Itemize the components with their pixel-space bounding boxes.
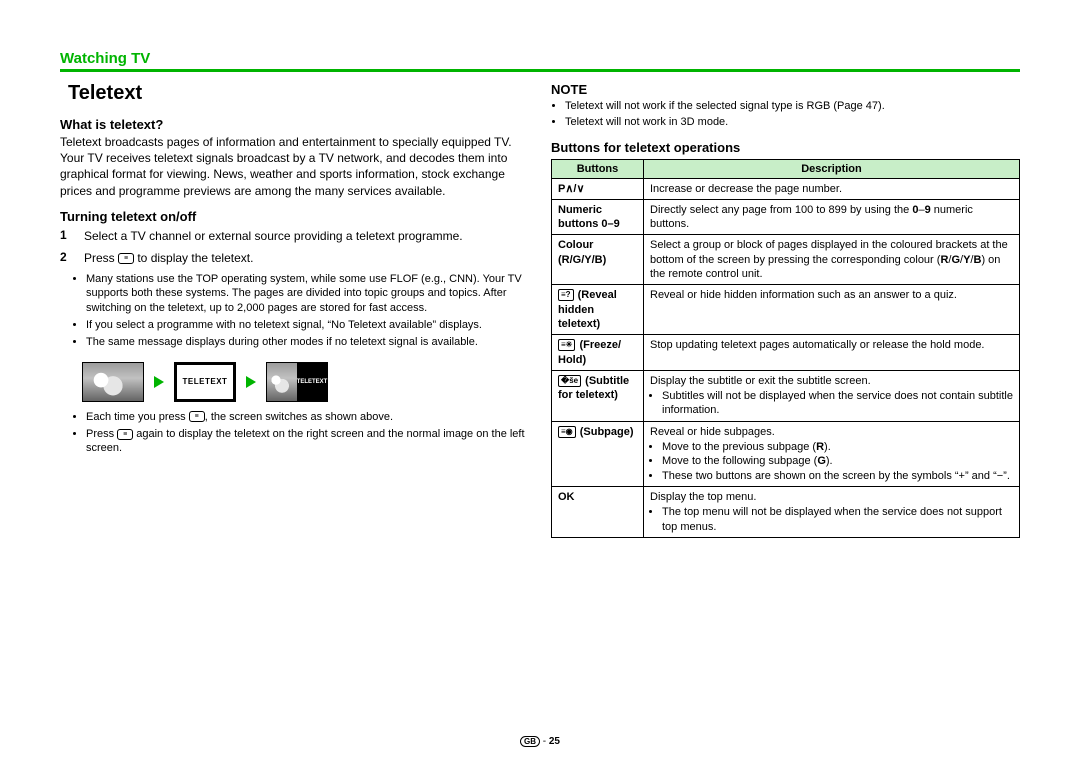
note-bullet: Teletext will not work if the selected s… xyxy=(565,99,1020,113)
tv-normal xyxy=(82,362,144,402)
button-label: OK xyxy=(552,486,644,537)
button-label: ≡? (Reveal hidden teletext) xyxy=(552,285,644,335)
page-number: 25 xyxy=(549,736,560,747)
teletext-label: TELETEXT xyxy=(297,363,327,401)
table-row: Numeric buttons 0–9 Directly select any … xyxy=(552,199,1020,235)
columns: Teletext What is teletext? Teletext broa… xyxy=(60,82,1020,538)
button-desc: Reveal or hide hidden information such a… xyxy=(644,285,1020,335)
th-buttons: Buttons xyxy=(552,159,644,178)
what-heading: What is teletext? xyxy=(60,117,529,132)
table-row: ≡✳ (Freeze/ Hold) Stop updating teletext… xyxy=(552,335,1020,371)
buttons-table: Buttons Description P∧/∨ Increase or dec… xyxy=(551,159,1020,538)
note-bullets: Teletext will not work if the selected s… xyxy=(551,99,1020,130)
lion-image-icon xyxy=(83,363,143,401)
right-column: NOTE Teletext will not work if the selec… xyxy=(551,82,1020,538)
button-desc: Display the top menu. The top menu will … xyxy=(644,486,1020,537)
bullet: Press again to display the teletext on t… xyxy=(86,427,529,456)
reveal-icon: ≡? xyxy=(558,289,574,301)
button-label: P∧/∨ xyxy=(558,183,585,195)
note-bullet: Teletext will not work in 3D mode. xyxy=(565,115,1020,129)
arrow-icon xyxy=(154,376,164,388)
freeze-icon: ≡✳ xyxy=(558,339,575,351)
teletext-label: TELETEXT xyxy=(175,363,235,401)
section-title: Watching TV xyxy=(60,50,150,67)
page: Watching TV Teletext What is teletext? T… xyxy=(0,0,1080,558)
left-column: Teletext What is teletext? Teletext broa… xyxy=(60,82,529,538)
table-row: �še (Subtitle for teletext) Display the … xyxy=(552,370,1020,421)
page-title: Teletext xyxy=(68,82,529,105)
bullet: If you select a programme with no telete… xyxy=(86,318,529,332)
tv-split: TELETEXT xyxy=(266,362,328,402)
header-bar: Watching TV xyxy=(60,50,1020,72)
step2-b: to display the teletext. xyxy=(134,251,253,265)
table-row: ≡◉ (Subpage) Reveal or hide subpages. Mo… xyxy=(552,421,1020,486)
step2-bullets-2: Each time you press , the screen switche… xyxy=(60,410,529,456)
arrow-icon xyxy=(246,376,256,388)
turn-heading: Turning teletext on/off xyxy=(60,209,529,224)
step2-a: Press xyxy=(84,251,118,265)
teletext-button-icon xyxy=(189,411,205,422)
button-label: ≡✳ (Freeze/ Hold) xyxy=(552,335,644,371)
sub-bullet: Move to the previous subpage (R). xyxy=(662,440,1013,454)
tv-teletext-full: TELETEXT xyxy=(174,362,236,402)
button-label: Colour (R/G/Y/B) xyxy=(552,235,644,285)
what-body: Teletext broadcasts pages of information… xyxy=(60,134,529,199)
button-desc: Directly select any page from 100 to 899… xyxy=(644,199,1020,235)
bullet: Many stations use the TOP operating syst… xyxy=(86,272,529,315)
button-desc: Stop updating teletext pages automatical… xyxy=(644,335,1020,371)
button-desc: Display the subtitle or exit the subtitl… xyxy=(644,370,1020,421)
step-1: 1 Select a TV channel or external source… xyxy=(60,228,529,244)
table-row: P∧/∨ Increase or decrease the page numbe… xyxy=(552,178,1020,199)
steps-list: 1 Select a TV channel or external source… xyxy=(60,228,529,266)
table-row: ≡? (Reveal hidden teletext) Reveal or hi… xyxy=(552,285,1020,335)
step-number: 1 xyxy=(60,228,74,244)
step-2: 2 Press to display the teletext. xyxy=(60,250,529,266)
table-heading: Buttons for teletext operations xyxy=(551,140,1020,155)
button-label: ≡◉ (Subpage) xyxy=(552,421,644,486)
sub-bullet: Move to the following subpage (G). xyxy=(662,454,1013,468)
table-row: Colour (R/G/Y/B) Select a group or block… xyxy=(552,235,1020,285)
table-row: OK Display the top menu. The top menu wi… xyxy=(552,486,1020,537)
sub-bullet: Subtitles will not be displayed when the… xyxy=(662,389,1013,418)
bullet: Each time you press , the screen switche… xyxy=(86,410,529,424)
button-desc: Reveal or hide subpages. Move to the pre… xyxy=(644,421,1020,486)
mode-diagram: TELETEXT TELETEXT xyxy=(82,362,529,402)
button-desc: Increase or decrease the page number. xyxy=(644,178,1020,199)
lion-image-icon xyxy=(267,363,297,401)
button-desc: Select a group or block of pages display… xyxy=(644,235,1020,285)
subpage-icon: ≡◉ xyxy=(558,426,576,438)
step2-bullets: Many stations use the TOP operating syst… xyxy=(60,272,529,349)
note-heading: NOTE xyxy=(551,82,1020,97)
sub-bullet: The top menu will not be displayed when … xyxy=(662,505,1013,534)
teletext-button-icon xyxy=(118,253,134,264)
th-description: Description xyxy=(644,159,1020,178)
button-label: Numeric buttons 0–9 xyxy=(552,199,644,235)
button-label: �še (Subtitle for teletext) xyxy=(552,370,644,421)
bullet: The same message displays during other m… xyxy=(86,335,529,349)
page-footer: GB - 25 xyxy=(0,736,1080,747)
step-2-text: Press to display the teletext. xyxy=(84,250,529,266)
subtitle-icon: �še xyxy=(558,375,581,387)
teletext-button-icon xyxy=(117,429,133,440)
sub-bullet: These two buttons are shown on the scree… xyxy=(662,469,1013,483)
step-1-text: Select a TV channel or external source p… xyxy=(84,228,529,244)
step-number: 2 xyxy=(60,250,74,266)
region-badge: GB xyxy=(520,736,540,747)
